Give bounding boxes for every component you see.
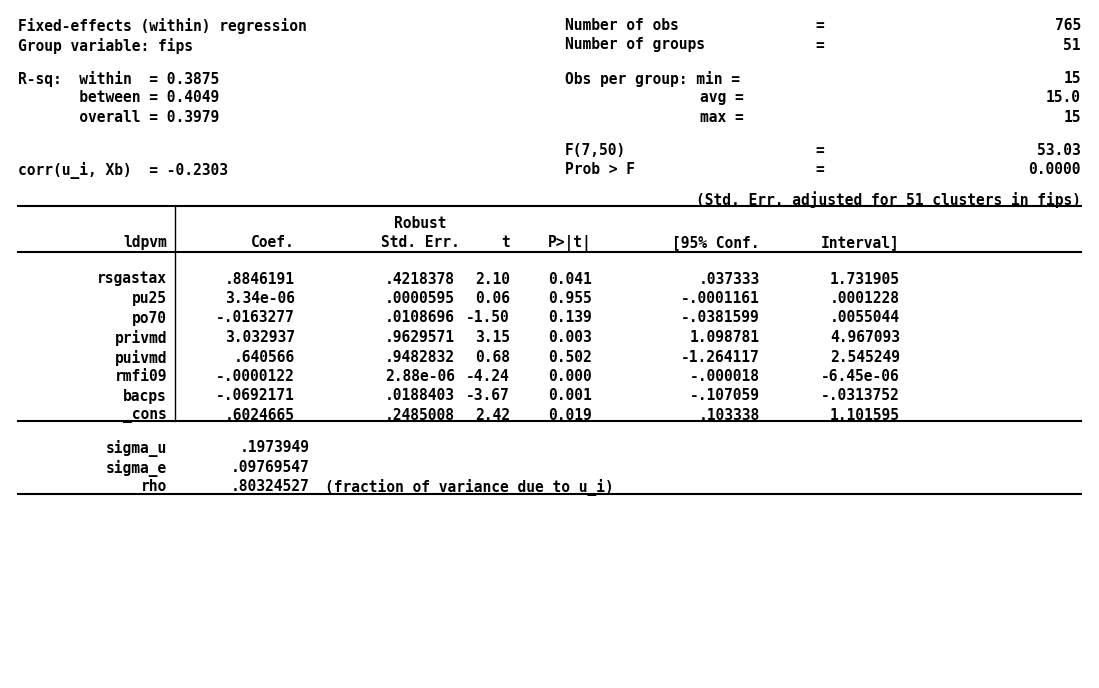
Text: 0.06: 0.06 xyxy=(475,291,510,306)
Text: Fixed-effects (within) regression: Fixed-effects (within) regression xyxy=(18,18,307,34)
Text: 0.041: 0.041 xyxy=(548,272,592,286)
Text: .6024665: .6024665 xyxy=(225,408,295,423)
Text: .9629571: .9629571 xyxy=(385,330,455,345)
Text: 0.955: 0.955 xyxy=(548,291,592,306)
Text: rmfi09: rmfi09 xyxy=(114,369,167,384)
Text: =: = xyxy=(815,143,824,158)
Text: =: = xyxy=(815,38,824,52)
Text: Coef.: Coef. xyxy=(252,235,295,250)
Text: -.0001161: -.0001161 xyxy=(681,291,761,306)
Text: -1.50: -1.50 xyxy=(466,310,510,325)
Text: Group variable: fips: Group variable: fips xyxy=(18,38,193,54)
Text: (fraction of variance due to u_i): (fraction of variance due to u_i) xyxy=(325,479,613,496)
Text: .4218378: .4218378 xyxy=(385,272,455,286)
Text: 0.139: 0.139 xyxy=(548,310,592,325)
Text: Interval]: Interval] xyxy=(821,235,900,250)
Text: t: t xyxy=(501,235,510,250)
Text: rho: rho xyxy=(141,479,167,494)
Text: .0188403: .0188403 xyxy=(385,389,455,403)
Text: puivmd: puivmd xyxy=(114,350,167,365)
Text: .037333: .037333 xyxy=(699,272,761,286)
Text: 0.003: 0.003 xyxy=(548,330,592,345)
Text: 2.88e-06: 2.88e-06 xyxy=(385,369,455,384)
Text: .103338: .103338 xyxy=(699,408,761,423)
Text: -.0000122: -.0000122 xyxy=(217,369,295,384)
Text: .640566: .640566 xyxy=(234,350,295,365)
Text: .1973949: .1973949 xyxy=(240,440,310,455)
Text: 15: 15 xyxy=(1064,109,1081,125)
Text: 1.731905: 1.731905 xyxy=(830,272,900,286)
Text: .0000595: .0000595 xyxy=(385,291,455,306)
Text: F(7,50): F(7,50) xyxy=(565,143,626,158)
Text: [95% Conf.: [95% Conf. xyxy=(673,235,761,250)
Text: -3.67: -3.67 xyxy=(466,389,510,403)
Text: .0001228: .0001228 xyxy=(830,291,900,306)
Text: P>|t|: P>|t| xyxy=(548,235,592,251)
Text: 4.967093: 4.967093 xyxy=(830,330,900,345)
Text: sigma_u: sigma_u xyxy=(106,440,167,457)
Text: -.107059: -.107059 xyxy=(690,389,761,403)
Text: 1.101595: 1.101595 xyxy=(830,408,900,423)
Text: =: = xyxy=(815,162,824,178)
Text: 2.10: 2.10 xyxy=(475,272,510,286)
Text: R-sq:  within  = 0.3875: R-sq: within = 0.3875 xyxy=(18,71,219,87)
Text: -.0313752: -.0313752 xyxy=(821,389,900,403)
Text: 53.03: 53.03 xyxy=(1037,143,1081,158)
Text: 15: 15 xyxy=(1064,71,1081,85)
Text: -.0163277: -.0163277 xyxy=(217,310,295,325)
Text: 3.032937: 3.032937 xyxy=(225,330,295,345)
Text: 15.0: 15.0 xyxy=(1046,90,1081,105)
Text: Obs per group: min =: Obs per group: min = xyxy=(565,71,740,87)
Text: (Std. Err. adjusted for 51 clusters in fips): (Std. Err. adjusted for 51 clusters in f… xyxy=(696,191,1081,208)
Text: 51: 51 xyxy=(1064,38,1081,52)
Text: overall = 0.3979: overall = 0.3979 xyxy=(18,109,219,125)
Text: Std. Err.: Std. Err. xyxy=(380,235,459,250)
Text: Number of groups: Number of groups xyxy=(565,38,704,52)
Text: -.000018: -.000018 xyxy=(690,369,761,384)
Text: -.0692171: -.0692171 xyxy=(217,389,295,403)
Text: .09769547: .09769547 xyxy=(231,460,310,475)
Text: -.0381599: -.0381599 xyxy=(681,310,761,325)
Text: 0.000: 0.000 xyxy=(548,369,592,384)
Text: rsgastax: rsgastax xyxy=(97,272,167,286)
Text: .2485008: .2485008 xyxy=(385,408,455,423)
Text: 0.019: 0.019 xyxy=(548,408,592,423)
Text: avg =: avg = xyxy=(700,90,744,105)
Text: 0.68: 0.68 xyxy=(475,350,510,365)
Text: -6.45e-06: -6.45e-06 xyxy=(821,369,900,384)
Text: privmd: privmd xyxy=(114,330,167,346)
Text: 0.502: 0.502 xyxy=(548,350,592,365)
Text: .8846191: .8846191 xyxy=(225,272,295,286)
Text: .0108696: .0108696 xyxy=(385,310,455,325)
Text: 3.15: 3.15 xyxy=(475,330,510,345)
Text: corr(u_i, Xb)  = -0.2303: corr(u_i, Xb) = -0.2303 xyxy=(18,162,227,180)
Text: between = 0.4049: between = 0.4049 xyxy=(18,90,219,105)
Text: 2.42: 2.42 xyxy=(475,408,510,423)
Text: Prob > F: Prob > F xyxy=(565,162,635,178)
Text: ldpvm: ldpvm xyxy=(123,235,167,250)
Text: sigma_e: sigma_e xyxy=(106,460,167,477)
Text: po70: po70 xyxy=(132,310,167,325)
Text: 2.545249: 2.545249 xyxy=(830,350,900,365)
Text: 0.001: 0.001 xyxy=(548,389,592,403)
Text: pu25: pu25 xyxy=(132,291,167,306)
Text: Robust: Robust xyxy=(393,216,446,231)
Text: .0055044: .0055044 xyxy=(830,310,900,325)
Text: 0.0000: 0.0000 xyxy=(1029,162,1081,178)
Text: .80324527: .80324527 xyxy=(231,479,310,494)
Text: -4.24: -4.24 xyxy=(466,369,510,384)
Text: 765: 765 xyxy=(1055,18,1081,33)
Text: _cons: _cons xyxy=(123,408,167,423)
Text: -1.264117: -1.264117 xyxy=(681,350,761,365)
Text: bacps: bacps xyxy=(123,389,167,403)
Text: Number of obs: Number of obs xyxy=(565,18,679,33)
Text: =: = xyxy=(815,18,824,33)
Text: 1.098781: 1.098781 xyxy=(690,330,761,345)
Text: 3.34e-06: 3.34e-06 xyxy=(225,291,295,306)
Text: .9482832: .9482832 xyxy=(385,350,455,365)
Text: max =: max = xyxy=(700,109,744,125)
